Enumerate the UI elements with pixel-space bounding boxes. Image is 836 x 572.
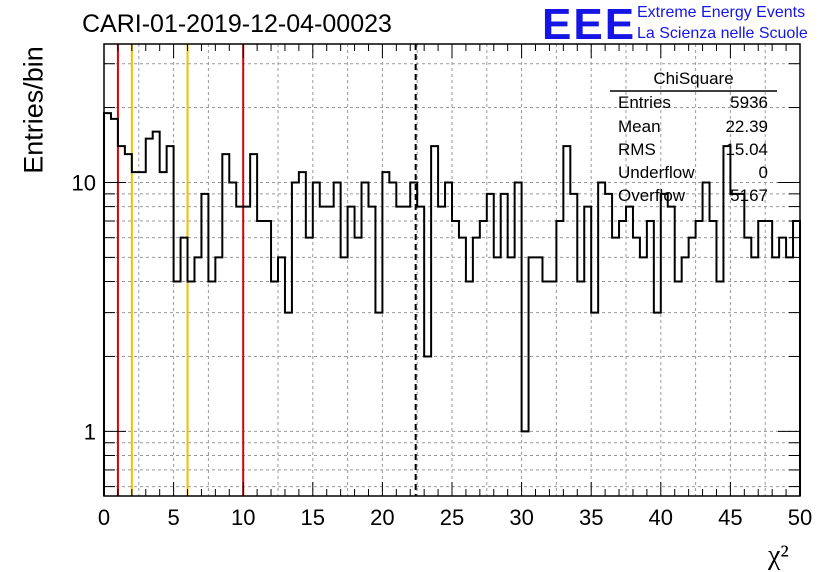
x-tick-label: 50	[788, 505, 812, 530]
axis-ticks	[103, 44, 801, 496]
x-tick-label: 25	[440, 505, 464, 530]
x-tick-label: 30	[509, 505, 533, 530]
x-tick-label: 10	[231, 505, 255, 530]
x-tick-label: 15	[301, 505, 325, 530]
stat-overflow-value: 5167	[730, 186, 768, 205]
x-tick-label: 35	[579, 505, 603, 530]
logo-text-line1: Extreme Energy Events	[637, 4, 806, 21]
x-tick-label: 45	[718, 505, 742, 530]
x-tick-label: 0	[98, 505, 110, 530]
tick-labels: 0 5 10 15 20 25 30 35 40 45 50 1 10	[72, 170, 813, 530]
stat-mean-label: Mean	[618, 117, 661, 136]
stat-entries-value: 5936	[730, 93, 768, 112]
stat-mean-value: 22.39	[725, 117, 768, 136]
stat-overflow-label: Overflow	[618, 186, 686, 205]
chart-title: CARI-01-2019-12-04-00023	[82, 10, 392, 38]
histogram-line	[103, 112, 801, 496]
x-tick-label: 40	[649, 505, 673, 530]
x-tick-label: 5	[167, 505, 179, 530]
stats-title: ChiSquare	[653, 69, 734, 88]
stat-entries-label: Entries	[618, 93, 671, 112]
x-axis-label: χ²	[768, 540, 789, 571]
y-tick-label: 10	[72, 170, 96, 195]
stat-underflow-label: Underflow	[618, 163, 695, 182]
logo-text-line2: La Scienza nelle Scuole	[637, 25, 808, 42]
eee-logo: EEE	[542, 0, 637, 49]
y-axis-label: Entries/bin	[18, 46, 49, 174]
x-tick-label: 20	[370, 505, 394, 530]
stat-rms-value: 15.04	[725, 140, 768, 159]
stat-underflow-value: 0	[758, 163, 768, 182]
stat-rms-label: RMS	[618, 140, 656, 159]
reference-lines	[116, 44, 417, 496]
y-tick-label: 1	[84, 419, 96, 444]
